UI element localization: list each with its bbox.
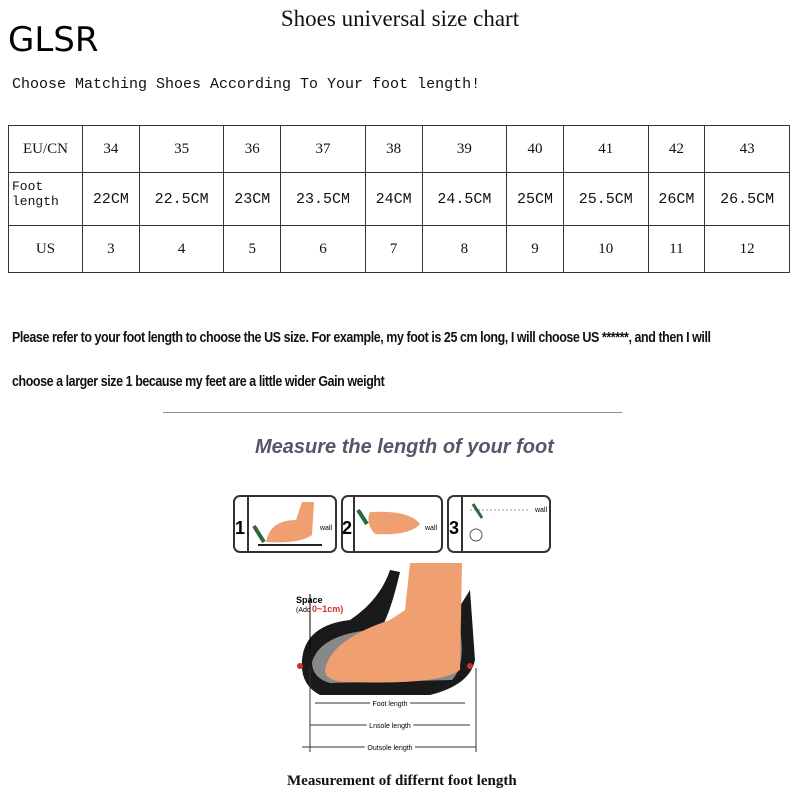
divider — [163, 412, 622, 413]
subtitle: Choose Matching Shoes According To Your … — [12, 76, 481, 93]
measure-heading: Measure the length of your foot — [255, 436, 554, 458]
step-3-panel: 3 wall — [447, 495, 551, 553]
table-row: EU/CN 34 35 36 37 38 39 40 41 42 43 — [8, 125, 790, 173]
table-cell: 25.5CM — [562, 172, 649, 226]
row-header: US — [8, 225, 83, 273]
table-cell: 43 — [704, 125, 790, 173]
step-2-panel: 2 wall — [341, 495, 443, 553]
table-cell: 5 — [223, 225, 282, 273]
table-cell: 35 — [138, 125, 225, 173]
table-cell: 6 — [280, 225, 366, 273]
table-cell: 10 — [562, 225, 649, 273]
table-cell: 22.5CM — [138, 172, 225, 226]
table-cell: 38 — [364, 125, 423, 173]
note-line-2: choose a larger size 1 because my feet a… — [12, 374, 385, 390]
row-header: EU/CN — [8, 125, 83, 173]
table-row: US 3 4 5 6 7 8 9 10 11 12 — [8, 225, 790, 273]
table-cell: 12 — [704, 225, 790, 273]
wall-label: wall — [534, 507, 548, 514]
table-cell: 11 — [647, 225, 706, 273]
page-title: Shoes universal size chart — [0, 6, 800, 32]
table-cell: 26.5CM — [704, 172, 790, 226]
measure-caption: Measurement of differnt foot length — [287, 773, 517, 789]
size-table: EU/CN 34 35 36 37 38 39 40 41 42 43 Foot length 22CM… — [8, 125, 790, 273]
step-2-number: 2 — [342, 518, 352, 538]
table-cell: 36 — [223, 125, 282, 173]
space-range: 0~1cm) — [312, 604, 343, 614]
space-label: Space — [296, 595, 323, 605]
foot-measure-illustration: 1 wall 2 wall 3 wall Space (Add 0~1cm) F — [233, 495, 551, 755]
row-header: Foot length — [8, 172, 83, 226]
table-cell: 22CM — [82, 172, 140, 226]
wall-label: wall — [424, 525, 438, 532]
insole-length-label: Lnsole length — [369, 723, 411, 730]
table-cell: 40 — [506, 125, 564, 173]
step-1-number: 1 — [235, 518, 245, 538]
table-cell: 23.5CM — [280, 172, 366, 226]
step-3-number: 3 — [449, 518, 459, 538]
table-cell: 23CM — [223, 172, 282, 226]
table-cell: 3 — [82, 225, 140, 273]
table-cell: 7 — [364, 225, 423, 273]
table-cell: 9 — [506, 225, 564, 273]
table-cell: 8 — [421, 225, 508, 273]
table-cell: 25CM — [506, 172, 564, 226]
table-cell: 4 — [138, 225, 225, 273]
shoe-diagram: Space (Add 0~1cm) Foot length Lnsole len… — [296, 563, 477, 755]
table-cell: 24.5CM — [421, 172, 508, 226]
table-cell: 37 — [280, 125, 366, 173]
step-1-panel: 1 wall — [233, 495, 337, 553]
table-cell: 26CM — [647, 172, 706, 226]
foot-length-label: Foot length — [372, 701, 407, 708]
brand-logo: GLSR — [8, 20, 99, 60]
table-cell: 41 — [562, 125, 649, 173]
table-row: Foot length 22CM 22.5CM 23CM 23.5CM 24CM 24.5C… — [8, 172, 790, 226]
table-cell: 39 — [421, 125, 508, 173]
table-cell: 34 — [82, 125, 140, 173]
title-text: Shoes universal size chart — [280, 6, 520, 31]
space-add-label: (Add — [296, 607, 311, 614]
table-cell: 24CM — [364, 172, 423, 226]
outsole-length-label: Outsole length — [367, 745, 412, 752]
note-line-1: Please refer to your foot length to choo… — [12, 330, 711, 346]
table-cell: 42 — [647, 125, 706, 173]
wall-label: wall — [319, 525, 333, 532]
